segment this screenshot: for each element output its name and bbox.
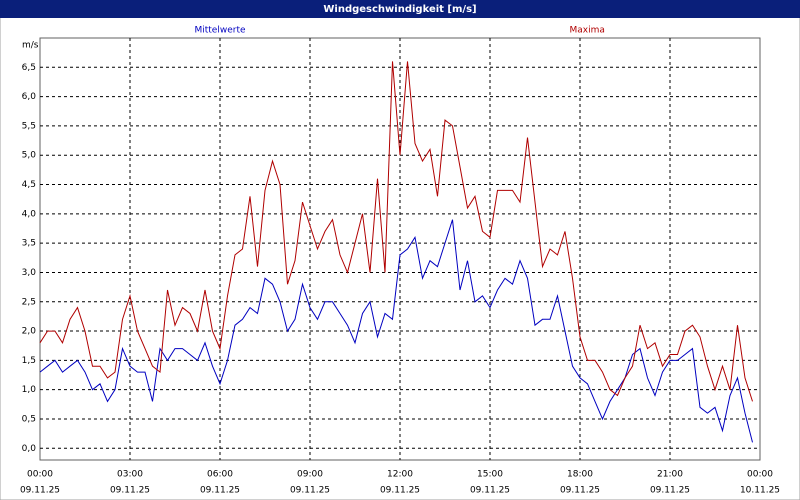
y-tick-label: 5,5: [22, 121, 36, 131]
x-tick-label: 09:00: [297, 470, 323, 480]
y-tick-label: 1,5: [22, 356, 36, 366]
y-tick-label: 4,5: [22, 180, 36, 190]
y-tick-label: 1,0: [22, 385, 37, 395]
x-tick-date: 09.11.25: [290, 486, 330, 496]
x-tick-date: 10.11.25: [740, 486, 780, 496]
x-tick-date: 09.11.25: [560, 486, 600, 496]
x-tick-label: 00:00: [747, 470, 773, 480]
x-tick-label: 03:00: [117, 470, 143, 480]
y-tick-label: 2,5: [22, 297, 36, 307]
x-tick-label: 18:00: [567, 470, 593, 480]
y-tick-label: 5,0: [22, 151, 37, 161]
x-tick-date: 09.11.25: [200, 486, 240, 496]
title-bar: [0, 0, 800, 18]
x-tick-label: 15:00: [477, 470, 503, 480]
y-tick-label: 3,0: [22, 268, 37, 278]
y-tick-label: 0,5: [22, 414, 36, 424]
x-tick-date: 09.11.25: [110, 486, 150, 496]
y-axis-label: m/s: [22, 41, 39, 51]
data-line: [39, 61, 753, 402]
x-tick-date: 09.11.25: [380, 486, 420, 496]
x-tick-label: 06:00: [207, 470, 233, 480]
x-tick-label: 00:00: [27, 470, 53, 480]
data-line: [39, 219, 753, 443]
y-tick-label: 0,0: [22, 444, 37, 454]
x-tick-date: 09.11.25: [20, 486, 60, 496]
y-tick-label: 2,0: [22, 327, 37, 337]
chart-title: Windgeschwindigkeit [m/s]: [323, 4, 476, 15]
x-tick-label: 21:00: [657, 470, 683, 480]
x-tick-date: 09.11.25: [650, 486, 690, 496]
y-tick-label: 3,5: [22, 239, 36, 249]
legend-entry: Mittelwerte: [194, 26, 245, 36]
y-tick-label: 6,5: [22, 63, 36, 73]
legend-entry: Maxima: [570, 26, 605, 36]
y-tick-label: 4,0: [22, 209, 37, 219]
x-tick-label: 12:00: [387, 470, 413, 480]
x-tick-date: 09.11.25: [470, 486, 510, 496]
y-tick-label: 6,0: [22, 92, 37, 102]
